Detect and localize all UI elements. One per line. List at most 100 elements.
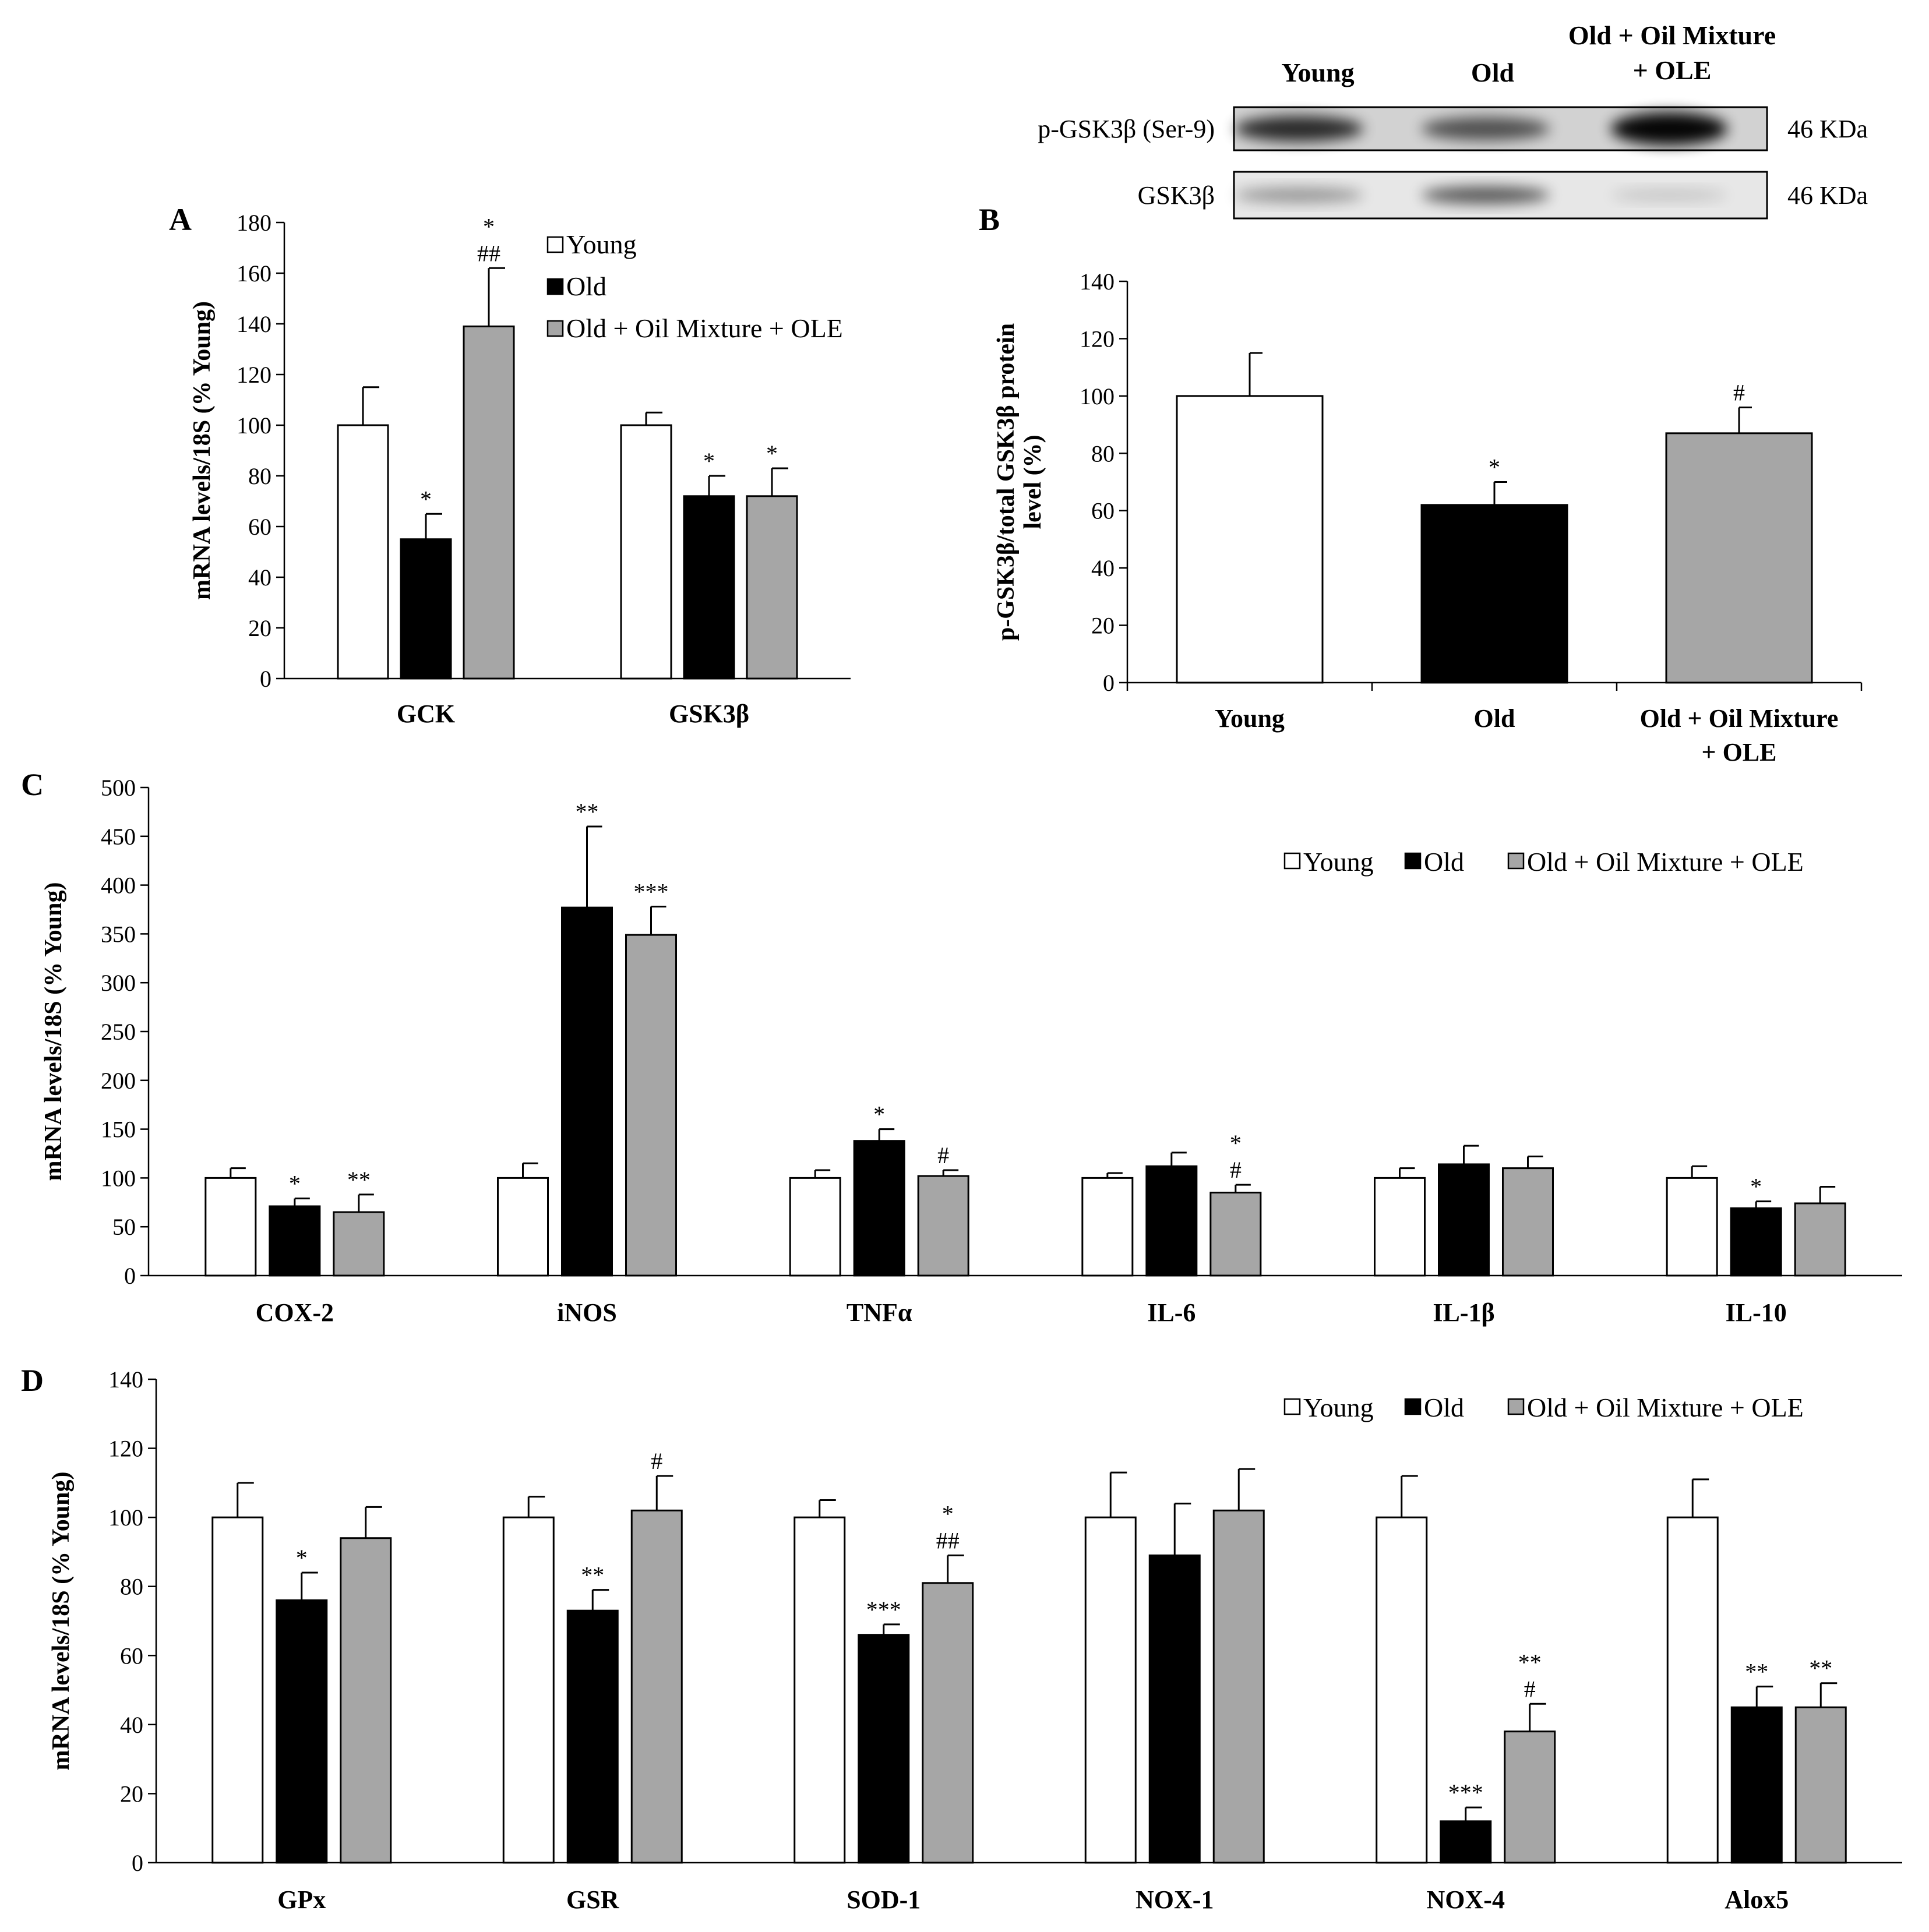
y-axis-label: p-GSK3β/total GSK3β protein <box>993 323 1020 641</box>
bar-old-oil-mixture-ole-nox-1 <box>1212 1509 1265 1864</box>
y-tick-label: 80 <box>248 463 271 489</box>
bar-young-nox-1 <box>1084 1516 1137 1864</box>
y-tick-label: 0 <box>124 1263 136 1289</box>
significance-annotation: * <box>873 1101 885 1128</box>
bar-old-oil-mixture-ole-sod-1 <box>922 1582 974 1864</box>
legend-label: Old + Oil Mixture + OLE <box>566 313 843 343</box>
bar-old-gck <box>400 538 452 680</box>
bar-old-oil-mixture-ole-alox5 <box>1794 1706 1847 1864</box>
y-tick-label: 40 <box>120 1712 143 1738</box>
y-tick-label: 160 <box>237 260 271 287</box>
blot-band <box>1611 189 1727 201</box>
x-category-label: IL-1β <box>1433 1298 1494 1327</box>
bar-young-alox5 <box>1666 1516 1719 1864</box>
significance-annotation: * <box>420 486 432 512</box>
bar-old-il-10 <box>1730 1207 1782 1277</box>
bar-old-oil-mixture-ole-cox-2 <box>333 1211 385 1277</box>
blot-group-label: + OLE <box>1633 55 1712 85</box>
bar-old-alox5 <box>1730 1706 1783 1864</box>
significance-annotation: * <box>296 1545 308 1571</box>
blot-band <box>1422 117 1550 140</box>
legend-label: Young <box>1303 847 1374 877</box>
significance-annotation: *** <box>1448 1779 1483 1806</box>
blot-band <box>1422 186 1550 204</box>
bar-old-oil-mixture-ole-il-10 <box>1794 1202 1846 1277</box>
blot-size-label: 46 KDa <box>1787 181 1868 210</box>
bar-old-oil-mixture-ole-gck <box>463 325 515 680</box>
x-category-label: IL-6 <box>1147 1298 1196 1327</box>
bar-old-oil-mixture-ole-tnf- <box>917 1175 969 1277</box>
x-category-label: Alox5 <box>1725 1885 1789 1914</box>
y-tick-label: 400 <box>101 873 136 899</box>
y-axis-label: level (%) <box>1020 435 1046 529</box>
y-tick-label: 250 <box>101 1019 136 1045</box>
bar-young-gpx <box>211 1516 264 1864</box>
y-tick-label: 40 <box>248 564 271 591</box>
bar-young-cox-2 <box>204 1177 257 1277</box>
x-category-label: NOX-4 <box>1427 1885 1505 1914</box>
x-category-label: Young <box>1215 704 1285 733</box>
x-category-label: IL-10 <box>1726 1298 1787 1327</box>
significance-annotation: ## <box>936 1527 960 1553</box>
blot-group-label: Old + Oil Mixture <box>1568 20 1776 50</box>
blot-band <box>1235 116 1363 142</box>
significance-annotation: # <box>937 1142 949 1168</box>
significance-annotation: ** <box>1745 1659 1768 1685</box>
legend: Young Old Old + Oil Mixture + OLE <box>546 229 843 343</box>
y-tick-label: 80 <box>1091 440 1115 467</box>
x-category-label: GCK <box>397 700 455 728</box>
significance-annotation: # <box>651 1448 662 1474</box>
blot-group-label: Old <box>1471 58 1515 87</box>
significance-annotation: ** <box>1518 1649 1542 1675</box>
y-tick-label: 0 <box>132 1850 143 1876</box>
bar-old-oil-mixture-ole-il-6 <box>1209 1192 1262 1277</box>
y-tick-label: 0 <box>1103 670 1115 696</box>
bar-old-oil-mixture-ole-gsk3- <box>746 495 798 680</box>
bar-young-il-6 <box>1081 1177 1134 1277</box>
bar-young-il-1- <box>1374 1177 1426 1277</box>
bar-old-il-6 <box>1145 1165 1198 1277</box>
significance-annotation: ** <box>1809 1655 1832 1682</box>
bar-old-sod-1 <box>858 1634 910 1864</box>
bar-old-oil-mixture-ole-gpx <box>340 1537 392 1864</box>
panel-label-c: C <box>21 767 44 802</box>
y-tick-label: 120 <box>237 362 271 388</box>
blot-band <box>1235 188 1363 203</box>
significance-annotation: * <box>942 1500 954 1527</box>
bar-young-inos <box>497 1177 549 1277</box>
significance-annotation: ** <box>581 1562 604 1588</box>
x-category-label: COX-2 <box>256 1298 334 1327</box>
bar-old-inos <box>561 906 613 1277</box>
y-tick-label: 300 <box>101 970 136 996</box>
y-tick-label: 20 <box>248 615 271 641</box>
y-tick-label: 100 <box>1080 383 1115 409</box>
bar-old-oil-mixture-ole-inos <box>625 934 677 1277</box>
legend-label: Old <box>1424 1393 1464 1422</box>
legend-label: Young <box>1303 1393 1374 1422</box>
significance-annotation: ## <box>477 240 500 266</box>
y-axis-label: mRNA levels/18S (% Young) <box>189 301 216 600</box>
bar-old-oil-mixture-ole-il-1- <box>1502 1167 1554 1277</box>
significance-annotation: * <box>483 213 495 239</box>
western-blot: Young Old Old + Oil Mixture + OLE p-GSK3β (S… <box>1038 20 1868 220</box>
bar-young-gsr <box>502 1516 555 1864</box>
bar-young-tnf- <box>789 1177 841 1277</box>
legend-swatch <box>1283 852 1301 870</box>
legend-label: Old <box>566 271 606 301</box>
y-axis-label: mRNA levels/18S (% Young) <box>48 1472 75 1771</box>
x-category-label: GSR <box>566 1885 620 1914</box>
y-tick-label: 100 <box>108 1504 143 1531</box>
y-tick-label: 140 <box>108 1366 143 1393</box>
y-tick-label: 80 <box>120 1574 143 1600</box>
y-tick-label: 350 <box>101 921 136 947</box>
bar-young-il-10 <box>1666 1177 1718 1277</box>
significance-annotation: * <box>289 1171 301 1197</box>
y-tick-label: 200 <box>101 1068 136 1094</box>
y-tick-label: 500 <box>101 775 136 801</box>
y-tick-label: 60 <box>1091 498 1115 524</box>
y-tick-label: 180 <box>237 210 271 236</box>
panel-label-d: D <box>21 1363 44 1398</box>
panel-b: B 0 20 40 60 80 100 120 140 p-GSK3β/total GSK3β p… <box>979 202 1863 767</box>
bar-young-young <box>1176 395 1324 684</box>
